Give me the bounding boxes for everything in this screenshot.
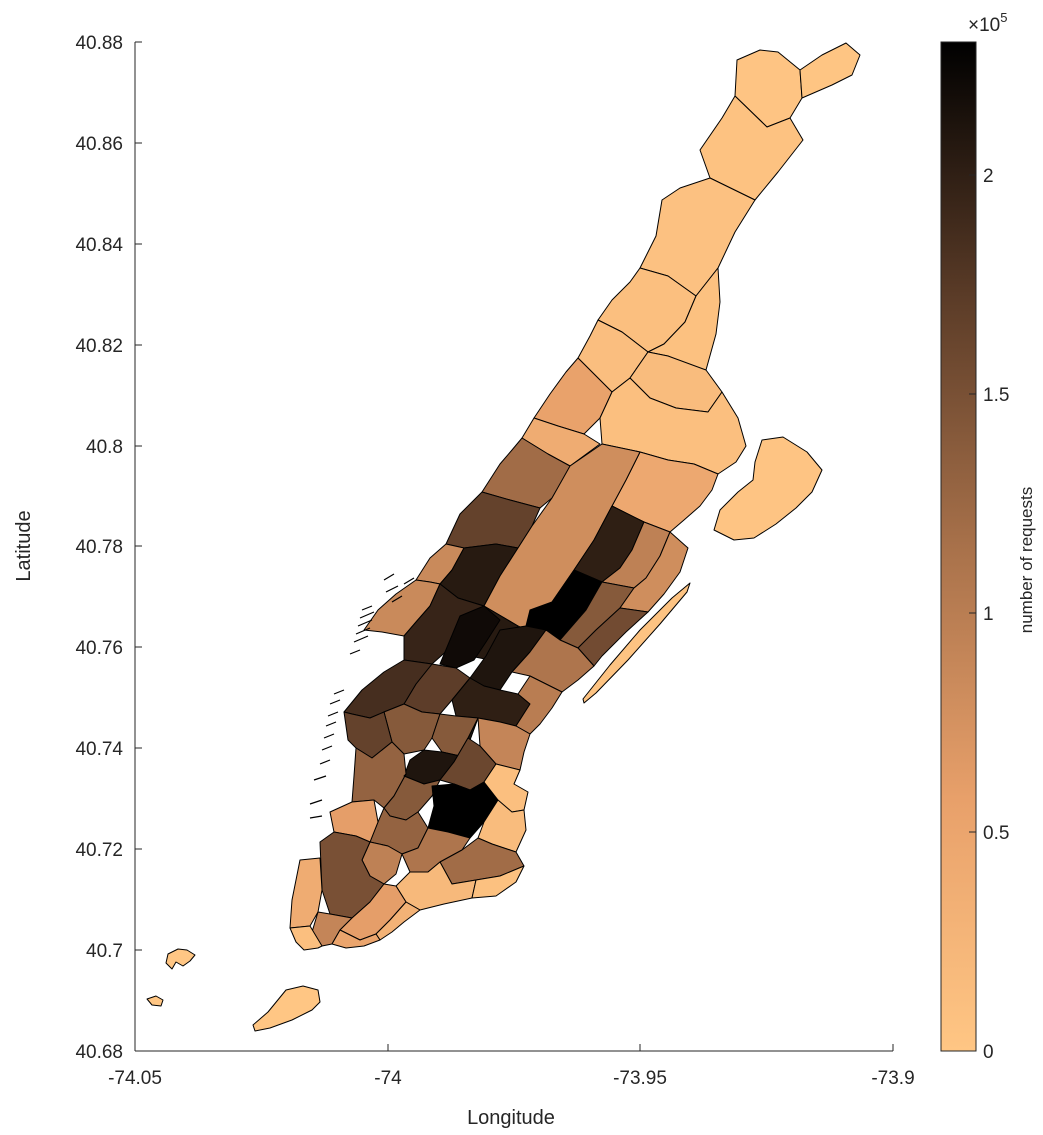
colorbar-tick-labels: 0 0.5 1 1.5 2 [983,166,1009,1063]
zone-tribeca[interactable] [319,831,385,919]
zone-liberty-island[interactable] [146,995,164,1007]
x-tick-label: -74 [374,1068,402,1089]
colorbar [940,41,977,1052]
zone-battery-park[interactable] [289,925,323,951]
colorbar-tick-label: 0.5 [983,823,1009,844]
zone-midtown-center[interactable] [439,605,501,669]
y-tick-label: 40.84 [75,235,123,256]
colorbar-label: number of requests [1017,487,1036,633]
x-tick-label: -73.9 [871,1068,914,1089]
y-tick-label: 40.82 [75,336,123,357]
colorbar-tick-label: 1.5 [983,385,1009,406]
y-tick-label: 40.7 [86,941,123,962]
map-zones [146,42,861,1032]
y-tick-label: 40.88 [75,33,123,54]
colorbar-multiplier-exp: 5 [1000,10,1007,25]
zone-randalls-island[interactable] [713,436,823,541]
axis-ticks [134,41,894,1052]
zone-two-bridges[interactable] [471,865,525,899]
zone-financial-district-south[interactable] [331,929,381,949]
zone-battery-park-city[interactable] [289,857,323,929]
colorbar-tick-label: 1 [983,604,994,625]
zone-ellis-island[interactable] [165,948,196,970]
y-tick-label: 40.76 [75,638,123,659]
x-tick-labels: -74.05 -74 -73.95 -73.9 [108,1068,915,1089]
colorbar-ticks [969,174,976,1052]
colorbar-multiplier-base: ×10 [968,15,1000,36]
y-tick-label: 40.74 [75,739,123,760]
hudson-piers [309,573,415,819]
zone-sutton-place[interactable] [511,629,595,693]
y-tick-label: 40.8 [86,437,123,458]
colorbar-multiplier: ×105 [968,10,1007,36]
y-tick-label: 40.68 [75,1042,123,1063]
y-tick-labels: 40.88 40.86 40.84 40.82 40.8 40.78 40.76… [75,33,123,1063]
y-axis-label: Latitude [13,510,35,581]
x-tick-label: -74.05 [108,1068,162,1089]
zone-governors-island[interactable] [252,985,321,1032]
x-tick-label: -73.95 [613,1068,667,1089]
colorbar-tick-label: 2 [983,166,994,187]
y-tick-label: 40.86 [75,134,123,155]
zone-washington-heights-north[interactable] [699,95,804,201]
zone-roosevelt-island[interactable] [582,582,691,704]
y-tick-label: 40.78 [75,537,123,558]
y-tick-label: 40.72 [75,840,123,861]
x-axis-label: Longitude [467,1107,555,1129]
colorbar-tick-label: 0 [983,1042,994,1063]
zone-inwood-hill[interactable] [799,42,861,99]
zone-lenox-hill-west[interactable] [577,607,649,667]
zone-midtown-east[interactable] [469,625,547,691]
